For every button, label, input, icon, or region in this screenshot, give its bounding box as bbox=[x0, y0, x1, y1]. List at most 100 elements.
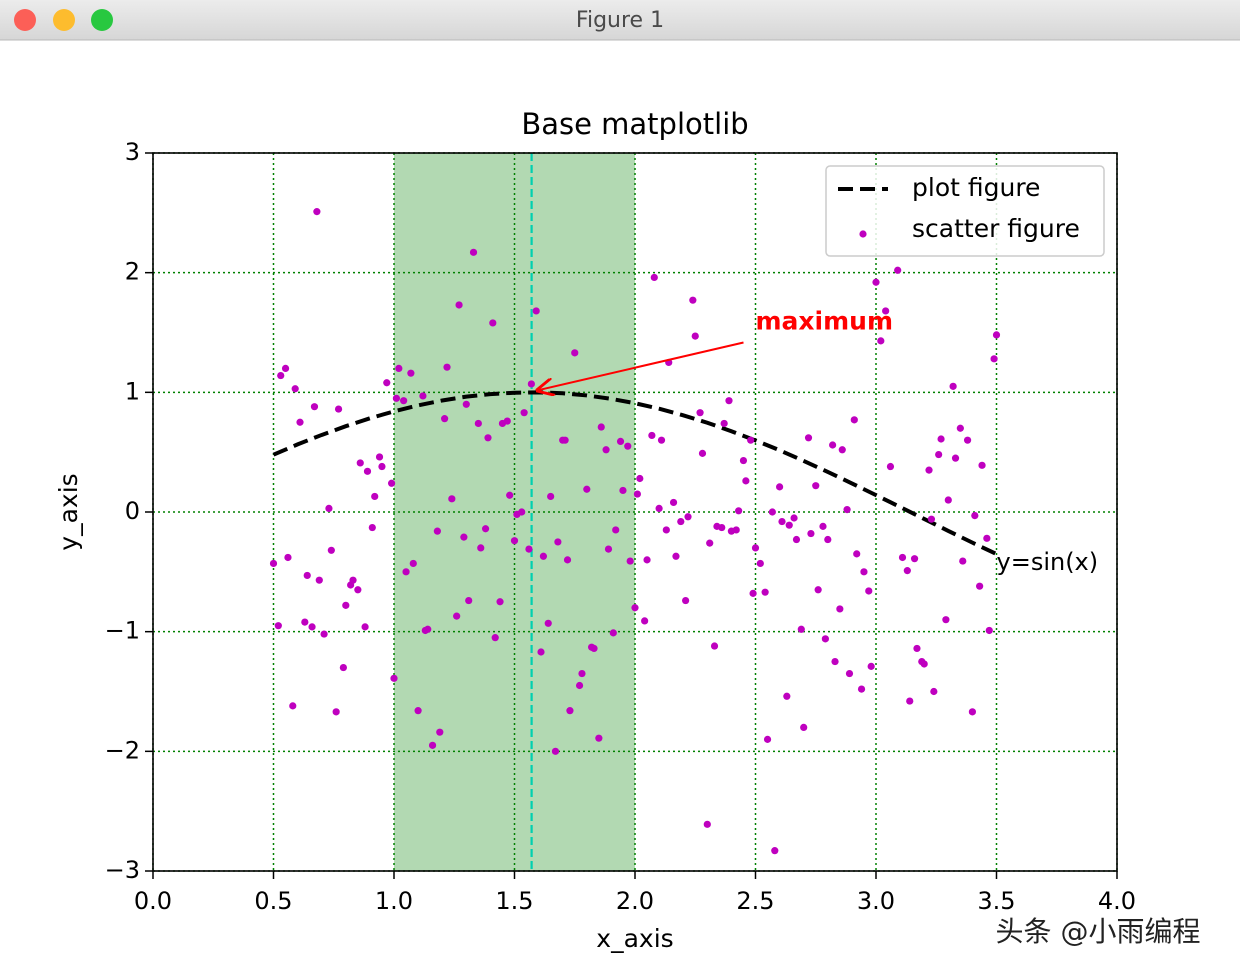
scatter-point bbox=[783, 692, 791, 700]
scatter-point bbox=[836, 605, 844, 613]
scatter-point bbox=[927, 515, 936, 523]
x-tick-label: 4.0 bbox=[1098, 887, 1136, 915]
scatter-point bbox=[720, 419, 728, 428]
scatter-point bbox=[761, 588, 769, 596]
legend-label: scatter figure bbox=[912, 214, 1080, 243]
y-tick-label: 0 bbox=[125, 497, 140, 525]
scatter-point bbox=[269, 559, 278, 568]
scatter-point bbox=[819, 522, 827, 530]
scatter-point bbox=[845, 669, 854, 678]
scatter-point bbox=[872, 278, 880, 286]
scatter-point bbox=[631, 604, 639, 612]
y-tick-label: −1 bbox=[105, 617, 140, 645]
scatter-point bbox=[474, 419, 482, 428]
scatter-point bbox=[291, 385, 299, 393]
scatter-point bbox=[636, 474, 644, 483]
y-tick-label: 1 bbox=[125, 377, 140, 405]
scatter-point bbox=[669, 498, 678, 507]
scatter-point bbox=[496, 598, 504, 606]
scatter-point bbox=[756, 559, 764, 568]
scatter-point bbox=[706, 539, 714, 547]
scatter-point bbox=[310, 403, 319, 411]
scatter-point bbox=[332, 708, 340, 716]
y-tick-label: −2 bbox=[105, 736, 140, 764]
scatter-point bbox=[544, 619, 552, 627]
scatter-point bbox=[937, 435, 945, 443]
scatter-point bbox=[277, 371, 285, 380]
scatter-point bbox=[368, 523, 376, 532]
y-axis-label: y_axis bbox=[54, 473, 83, 550]
scatter-point bbox=[402, 568, 410, 576]
scatter-point bbox=[877, 337, 885, 345]
scatter-point bbox=[349, 576, 357, 584]
scatter-point bbox=[308, 623, 316, 631]
scatter-point bbox=[566, 707, 574, 715]
x-tick-label: 1.5 bbox=[495, 887, 533, 915]
scatter-point bbox=[978, 461, 986, 469]
scatter-point bbox=[684, 513, 692, 521]
scatter-point bbox=[339, 663, 347, 672]
scatter-point bbox=[315, 576, 323, 584]
scatter-point bbox=[547, 492, 555, 501]
scatter-point bbox=[575, 681, 584, 690]
x-axis-label: x_axis bbox=[596, 924, 673, 953]
scatter-point bbox=[930, 687, 938, 696]
watermark: 头条 @小雨编程 bbox=[996, 915, 1201, 948]
scatter-point bbox=[677, 517, 685, 526]
scatter-point bbox=[375, 453, 384, 461]
scatter-point bbox=[682, 596, 690, 605]
scatter-point bbox=[392, 394, 401, 402]
scatter-point bbox=[407, 369, 415, 377]
minimize-button[interactable] bbox=[53, 9, 75, 31]
scatter-point bbox=[732, 526, 740, 534]
scatter-point bbox=[484, 434, 492, 442]
scatter-point bbox=[619, 486, 627, 495]
x-tick-label: 0.5 bbox=[254, 887, 292, 915]
scatter-point bbox=[857, 685, 866, 693]
scatter-point bbox=[797, 625, 805, 633]
scatter-point bbox=[898, 553, 907, 562]
scatter-point bbox=[821, 635, 829, 643]
x-tick-label: 1.0 bbox=[375, 887, 413, 915]
annotation-arrow bbox=[538, 341, 744, 391]
scatter-point bbox=[643, 556, 651, 564]
scatter-point bbox=[400, 397, 408, 405]
x-tick-label: 3.5 bbox=[977, 887, 1015, 915]
scatter-point bbox=[725, 397, 733, 405]
scatter-point bbox=[320, 630, 328, 638]
scatter-point bbox=[578, 669, 586, 678]
scatter-point bbox=[436, 728, 444, 736]
scatter-point bbox=[867, 662, 875, 670]
scatter-point bbox=[971, 511, 979, 520]
y-tick-label: −3 bbox=[105, 856, 140, 884]
scatter-point bbox=[718, 523, 726, 532]
title-bar bbox=[0, 0, 1240, 40]
zoom-button[interactable] bbox=[91, 9, 113, 31]
scatter-point bbox=[843, 506, 851, 514]
scatter-point bbox=[612, 526, 620, 534]
scatter-point bbox=[378, 462, 386, 471]
plot-area: 0.0 0.5 1.0 1.5 2.0 2.5 3.0 3.5 4.0 −3 −2 −1 0 1 2 3 max… bbox=[54, 107, 1136, 953]
scatter-point bbox=[735, 507, 743, 515]
scatter-point bbox=[371, 492, 379, 501]
scatter-point bbox=[633, 490, 642, 498]
scatter-point bbox=[689, 296, 697, 304]
scatter-point bbox=[739, 456, 748, 465]
scatter-point bbox=[510, 537, 519, 545]
scatter-point bbox=[296, 418, 304, 426]
scatter-point bbox=[361, 623, 369, 631]
scatter-point bbox=[935, 450, 943, 459]
scatter-point bbox=[301, 618, 309, 626]
scatter-point bbox=[672, 552, 680, 560]
close-button[interactable] bbox=[14, 9, 36, 31]
scatter-point bbox=[414, 707, 422, 715]
x-tick-label: 3.0 bbox=[857, 887, 895, 915]
scatter-point bbox=[814, 586, 822, 594]
chart-title: Base matplotlib bbox=[521, 107, 748, 141]
scatter-point bbox=[539, 552, 548, 560]
scatter-point bbox=[525, 545, 533, 553]
scatter-point bbox=[691, 332, 699, 340]
scatter-point bbox=[441, 415, 449, 423]
scatter-point bbox=[698, 449, 707, 457]
